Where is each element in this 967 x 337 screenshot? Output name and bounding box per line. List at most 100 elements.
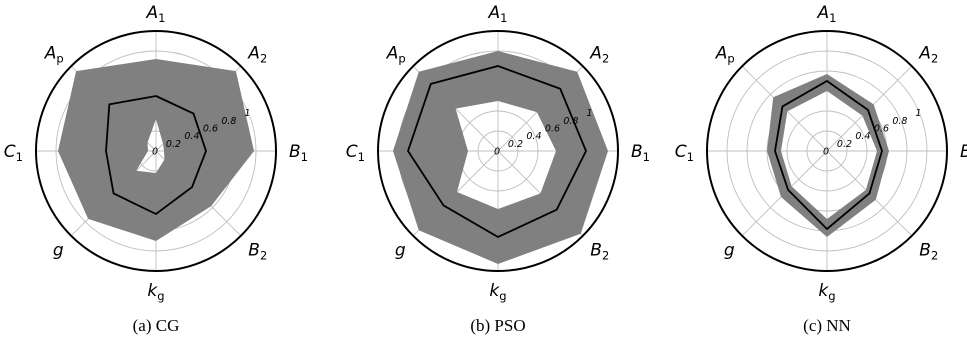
mean-line (774, 79, 883, 231)
axis-label-base: g (53, 240, 64, 260)
tick-label: 0.4 (184, 131, 199, 142)
axis-label-subscript: 1 (500, 11, 507, 25)
range-band (767, 74, 889, 237)
axis-label-subscript: p (727, 52, 734, 66)
axis-label: B1 (289, 142, 308, 164)
axis-label-base: B (960, 142, 967, 162)
tick-label: 0 (823, 147, 829, 158)
axis-label-base: B (631, 142, 643, 162)
tick-label: 0.6 (203, 124, 218, 135)
mean-line (407, 65, 587, 239)
mean-line (105, 95, 207, 216)
axis-label-subscript: g (828, 289, 835, 303)
frame-circle (35, 30, 277, 272)
axis-label: C1 (4, 142, 23, 164)
axis-label: A1 (817, 3, 837, 25)
axis-label-base: C (4, 142, 16, 162)
tick-label: 0.8 (563, 116, 578, 127)
axis-label-base: B (289, 142, 301, 162)
radar-panel-3: 00.20.40.60.81A1A2BB2kggC1Ap(c) NN (675, 3, 967, 335)
axis-label-base: C (346, 142, 358, 162)
tick-label: 0.2 (166, 139, 181, 150)
axis-label: g (53, 240, 64, 260)
axis-label-subscript: 2 (602, 248, 609, 262)
tick-label: 1 (915, 108, 921, 119)
tick-label: 0.2 (508, 139, 523, 150)
axis-label-subscript: 1 (158, 11, 165, 25)
axis-label: Ap (715, 44, 735, 66)
axis-label: B2 (590, 240, 609, 262)
axis-label: A2 (247, 44, 267, 66)
tick-label: 0 (494, 147, 500, 158)
range-band (393, 51, 608, 264)
axis-label-subscript: p (56, 52, 63, 66)
axis-label-subscript: 1 (301, 150, 308, 164)
axis-label-base: g (724, 240, 735, 260)
tick-label: 0.8 (221, 116, 236, 127)
panel-caption: (c) NN (803, 316, 851, 335)
axis-label-base: k (147, 281, 158, 301)
axis-label: Ap (44, 44, 64, 66)
axis-label-base: A (817, 3, 830, 23)
axis-label: g (724, 240, 735, 260)
axis-label-base: g (395, 240, 406, 260)
axis-label-base: A (247, 44, 260, 64)
axis-label-subscript: 2 (260, 52, 267, 66)
axis-label-subscript: 2 (602, 52, 609, 66)
tick-label: 0.4 (855, 131, 870, 142)
tick-label: 0.8 (892, 116, 907, 127)
axis-label-base: A (44, 44, 57, 64)
axis-label: kg (147, 281, 164, 303)
axis-label-subscript: 1 (358, 150, 365, 164)
tick-label: 0 (152, 147, 158, 158)
frame-circle (706, 30, 948, 272)
axis-label-base: A (386, 44, 399, 64)
tick-label: 1 (586, 108, 592, 119)
axis-label-base: A (918, 44, 931, 64)
axis-label-base: k (818, 281, 829, 301)
tick-label: 0.6 (545, 124, 560, 135)
axis-label: C1 (346, 142, 365, 164)
axis-label-base: C (675, 142, 687, 162)
axis-label: A2 (589, 44, 609, 66)
axis-label-base: A (715, 44, 728, 64)
tick-label: 0.4 (526, 131, 541, 142)
axis-label-subscript: 2 (931, 52, 938, 66)
axis-label: Ap (386, 44, 406, 66)
axis-label-subscript: 1 (643, 150, 650, 164)
axis-label: B2 (248, 240, 267, 262)
axis-label: C1 (675, 142, 694, 164)
axis-label: kg (818, 281, 835, 303)
axis-label: g (395, 240, 406, 260)
axis-label-base: B (590, 240, 602, 260)
tick-label: 0.6 (874, 124, 889, 135)
panel-caption: (a) CG (133, 316, 180, 335)
axis-label-subscript: g (499, 289, 506, 303)
range-band (58, 59, 254, 241)
axis-label-subscript: g (157, 289, 164, 303)
axis-label-subscript: 2 (931, 248, 938, 262)
axis-label: B1 (631, 142, 650, 164)
axis-label: A2 (918, 44, 938, 66)
axis-label-base: A (146, 3, 159, 23)
axis-label-base: B (248, 240, 260, 260)
axis-label-base: A (488, 3, 501, 23)
frame-circle (377, 30, 619, 272)
axis-label: B2 (919, 240, 938, 262)
axis-label-subscript: 1 (687, 150, 694, 164)
tick-label: 1 (244, 108, 250, 119)
axis-label: B (960, 142, 967, 162)
axis-label: A1 (146, 3, 166, 25)
axis-label-subscript: 2 (260, 248, 267, 262)
axis-label-subscript: 1 (16, 150, 23, 164)
axis-label-base: B (919, 240, 931, 260)
axis-label-subscript: 1 (829, 11, 836, 25)
axis-label-subscript: p (398, 52, 405, 66)
axis-label-base: A (589, 44, 602, 64)
axis-label: kg (489, 281, 506, 303)
tick-label: 0.2 (837, 139, 852, 150)
